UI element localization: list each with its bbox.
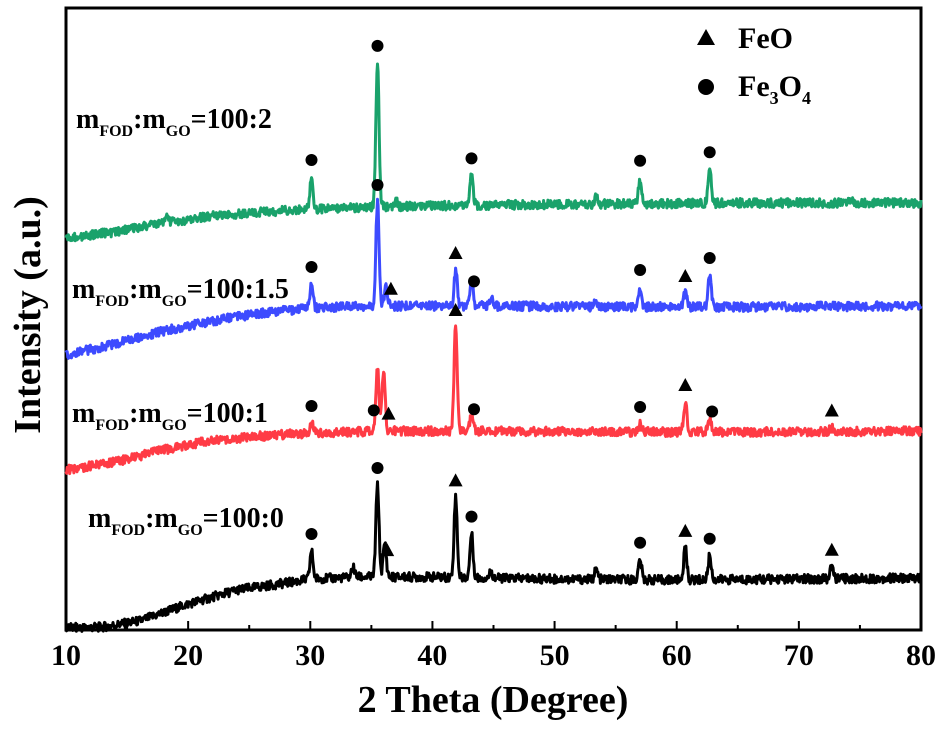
peak-marker-circle-0-0 xyxy=(305,528,318,540)
x-tick-label-60: 60 xyxy=(662,639,692,672)
x-tick-label-30: 30 xyxy=(295,639,325,672)
peak-marker-triangle-2-3 xyxy=(448,246,463,259)
series-label-100-0: mFOD:mGO=100:0 xyxy=(88,503,284,539)
x-tick-label-80: 80 xyxy=(906,639,936,672)
peak-marker-circle-0-7 xyxy=(703,532,716,545)
x-tick-label-70: 70 xyxy=(784,639,814,672)
series-label-100-1: mFOD:mGO=100:1 xyxy=(72,398,268,434)
peak-marker-circle-3-1 xyxy=(371,39,384,52)
peak-marker-triangle-2-6 xyxy=(678,269,693,282)
legend-circle-marker xyxy=(698,79,714,95)
peak-marker-circle-1-4 xyxy=(468,403,480,416)
legend-label-fe3o4: Fe3O4 xyxy=(738,70,811,108)
xrd-trace-0 xyxy=(64,480,923,633)
series-label-100-1.5: mFOD:mGO=100:1.5 xyxy=(72,274,289,310)
series-label-100-2: mFOD:mGO=100:2 xyxy=(76,104,272,140)
peak-marker-triangle-0-2 xyxy=(380,543,395,557)
peak-marker-triangle-0-8 xyxy=(824,542,839,556)
xrd-trace-1 xyxy=(64,324,923,476)
series-layer xyxy=(64,62,923,633)
x-tick-label-50: 50 xyxy=(540,639,570,672)
x-tick-label-40: 40 xyxy=(417,639,447,672)
x-tick-label-10: 10 xyxy=(51,639,81,672)
xrd-trace-2 xyxy=(64,197,923,360)
peak-marker-triangle-1-8 xyxy=(824,403,839,417)
peak-marker-circle-3-2 xyxy=(465,152,478,165)
peak-marker-circle-0-4 xyxy=(465,510,478,523)
x-tick-layer: 10 20 30 40 50 60 70 80 xyxy=(51,621,936,672)
legend: FeO Fe3O4 xyxy=(697,22,811,108)
x-tick-label-20: 20 xyxy=(173,639,203,672)
legend-triangle-marker xyxy=(697,29,715,45)
y-axis-title: Intensity (a.u.) xyxy=(7,196,49,434)
marker-layer xyxy=(305,39,839,557)
peak-marker-circle-1-1 xyxy=(367,404,380,417)
peak-marker-circle-0-5 xyxy=(634,536,647,549)
peak-marker-circle-3-0 xyxy=(305,154,318,166)
peak-marker-circle-3-4 xyxy=(703,146,716,159)
peak-marker-triangle-2-2 xyxy=(383,281,398,295)
legend-label-feo: FeO xyxy=(738,22,793,55)
peak-marker-circle-2-0 xyxy=(305,261,318,273)
peak-marker-circle-0-1 xyxy=(371,462,384,474)
peak-marker-triangle-1-6 xyxy=(678,378,693,391)
peak-marker-circle-3-3 xyxy=(634,154,647,167)
peak-marker-circle-2-1 xyxy=(371,179,384,191)
peak-marker-triangle-0-3 xyxy=(448,473,463,487)
peak-marker-triangle-1-2 xyxy=(381,406,396,420)
peak-marker-triangle-0-6 xyxy=(678,523,693,537)
peak-marker-circle-1-0 xyxy=(305,400,318,412)
peak-marker-triangle-1-3 xyxy=(448,303,463,316)
peak-marker-circle-2-4 xyxy=(468,275,480,288)
peak-marker-circle-2-7 xyxy=(703,252,716,264)
peak-marker-circle-2-5 xyxy=(634,264,647,276)
peak-marker-circle-1-7 xyxy=(706,405,719,418)
peak-marker-circle-1-5 xyxy=(634,401,647,413)
x-axis-title: 2 Theta (Degree) xyxy=(358,679,629,721)
xrd-trace-3 xyxy=(64,62,923,243)
